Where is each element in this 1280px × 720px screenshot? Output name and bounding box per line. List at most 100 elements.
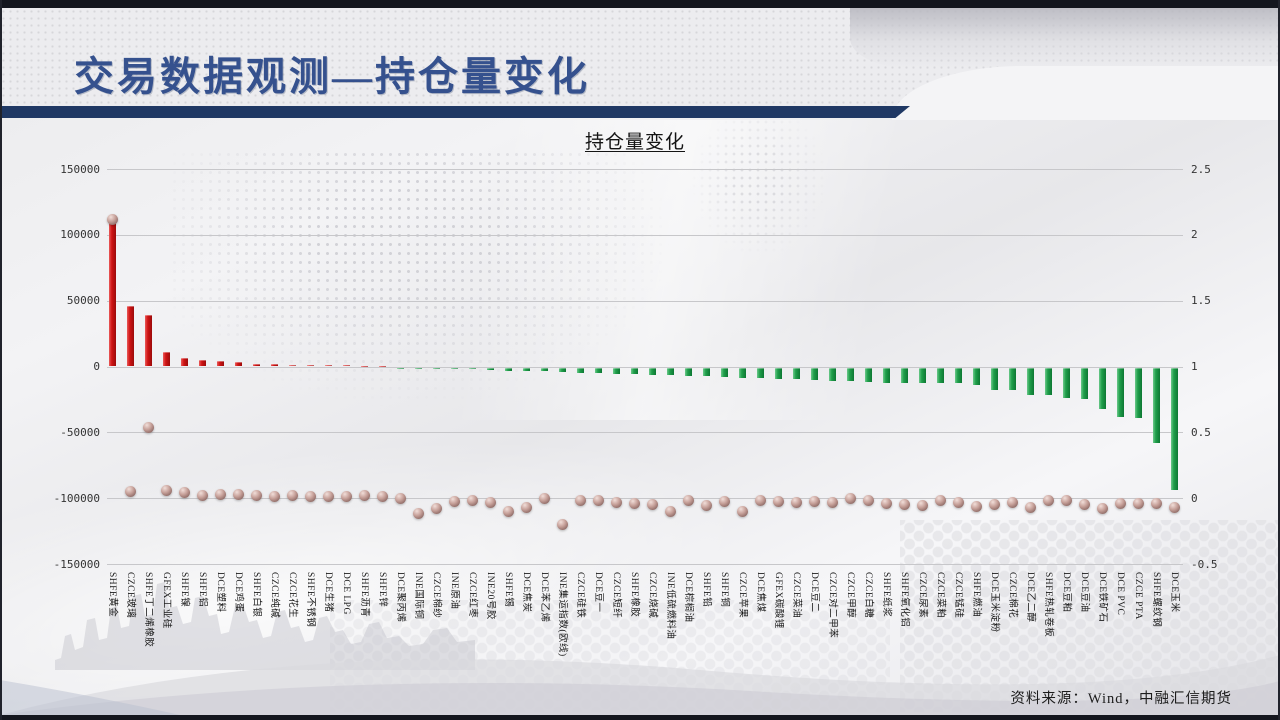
x-axis-label: INE20号胶 [485, 572, 495, 620]
header-swoosh [892, 66, 1280, 120]
x-axis-label: CZCE苹果 [737, 572, 747, 619]
bar [414, 367, 422, 369]
bar [180, 357, 188, 367]
marker-point [1024, 501, 1036, 513]
marker-point [628, 497, 640, 509]
x-axis-label: DCE豆粕 [1061, 572, 1071, 613]
x-axis-label: DCE玉米淀粉 [989, 572, 999, 633]
marker-point [1096, 502, 1108, 514]
bar [576, 367, 584, 373]
marker-point [1132, 497, 1144, 509]
bar [1080, 367, 1088, 400]
x-axis-label: INE集运指数(欧线) [557, 572, 567, 657]
x-axis-label: SHFE燃油 [971, 572, 981, 618]
slide-left-edge [0, 0, 2, 720]
x-axis-label: INE原油 [449, 572, 459, 610]
marker-point [520, 502, 532, 514]
marker-point [844, 492, 856, 504]
gridline [107, 564, 1183, 565]
bar [666, 367, 674, 376]
bar [540, 367, 548, 372]
x-axis-label: DCE乙二醇 [1025, 572, 1035, 623]
marker-point [142, 421, 154, 433]
marker-point [790, 497, 802, 509]
x-axis-label: SHFE橡胶 [629, 572, 639, 618]
x-axis-label: DCE豆一 [593, 572, 603, 613]
x-axis-label: CZCE对二甲苯 [827, 572, 837, 639]
x-axis-label: CZCE烧碱 [647, 572, 657, 619]
x-axis-label: DCE玉米 [1169, 572, 1179, 613]
x-axis-label: SHFE铜 [719, 572, 729, 608]
y-axis-tick-left: 100000 [60, 228, 100, 242]
bar [756, 367, 764, 379]
x-axis-label: CZCE棉纱 [431, 572, 441, 619]
bar [324, 365, 332, 367]
x-axis-label: DCE豆二 [809, 572, 819, 613]
marker-point [898, 498, 910, 510]
x-axis-label: DCE苯乙烯 [539, 572, 549, 623]
marker-point [970, 500, 982, 512]
x-axis-label: DCE焦煤 [755, 572, 765, 613]
marker-point [556, 519, 568, 531]
bar [684, 367, 692, 376]
marker-point [232, 488, 244, 500]
bar [846, 367, 854, 382]
x-axis-label: CZCE PTA [1133, 572, 1143, 620]
marker-point [808, 496, 820, 508]
y-axis-tick-right: 2.5 [1191, 162, 1211, 176]
gridline [107, 300, 1183, 302]
marker-point [268, 490, 280, 502]
x-axis-label: DCE豆油 [1079, 572, 1089, 613]
y-axis-tick-right: -0.5 [1191, 557, 1218, 571]
marker-point [322, 491, 334, 503]
x-axis-label: DCE铁矿石 [1097, 572, 1107, 623]
marker-point [610, 496, 622, 508]
x-axis-label: DCE棕榈油 [683, 572, 693, 623]
marker-point [502, 506, 514, 518]
bar [270, 364, 278, 367]
x-axis-label: SHFE铝 [197, 572, 207, 608]
bar [306, 364, 314, 367]
y-axis-tick-right: 0 [1191, 491, 1198, 505]
source-note: 资料来源：Wind，中融汇信期货 [1010, 691, 1232, 707]
marker-point [484, 496, 496, 508]
marker-point [430, 502, 442, 514]
slide-right-edge [1278, 0, 1280, 720]
marker-point [700, 499, 712, 511]
x-axis-label: CZCE硅铁 [575, 572, 585, 619]
x-axis-label: INE国际铜 [413, 572, 423, 620]
marker-point [862, 495, 874, 507]
world-map-dots-watermark [170, 150, 690, 420]
marker-point [646, 498, 658, 510]
bar [468, 367, 476, 370]
x-axis-label: SHFE纸浆 [881, 572, 891, 618]
y-axis-tick-left: -100000 [53, 491, 100, 505]
bar [396, 367, 404, 369]
bar [1116, 367, 1124, 418]
marker-point [412, 508, 424, 520]
bar [918, 367, 926, 384]
marker-point [304, 490, 316, 502]
x-axis-label: CZCE花生 [287, 572, 297, 619]
x-axis-label: CZCE红枣 [467, 572, 477, 619]
gridline [107, 234, 1183, 236]
x-axis-label: SHFE丁二烯橡胶 [143, 572, 153, 648]
x-axis-label: SHFE沥青 [359, 572, 369, 618]
bar [486, 367, 494, 371]
marker-point [214, 488, 226, 500]
bar [378, 365, 386, 367]
x-axis-label: SHFE锡 [503, 572, 513, 608]
bar [144, 315, 152, 367]
gridline [107, 169, 1183, 170]
gridline [107, 366, 1183, 368]
bar [954, 367, 962, 384]
marker-point [124, 486, 136, 498]
bar [864, 367, 872, 382]
marker-point [466, 494, 478, 506]
marker-point [448, 495, 460, 507]
x-axis-label: INE低硫燃料油 [665, 572, 675, 640]
marker-point [1078, 498, 1090, 510]
marker-point [988, 499, 1000, 511]
bar [882, 367, 890, 383]
